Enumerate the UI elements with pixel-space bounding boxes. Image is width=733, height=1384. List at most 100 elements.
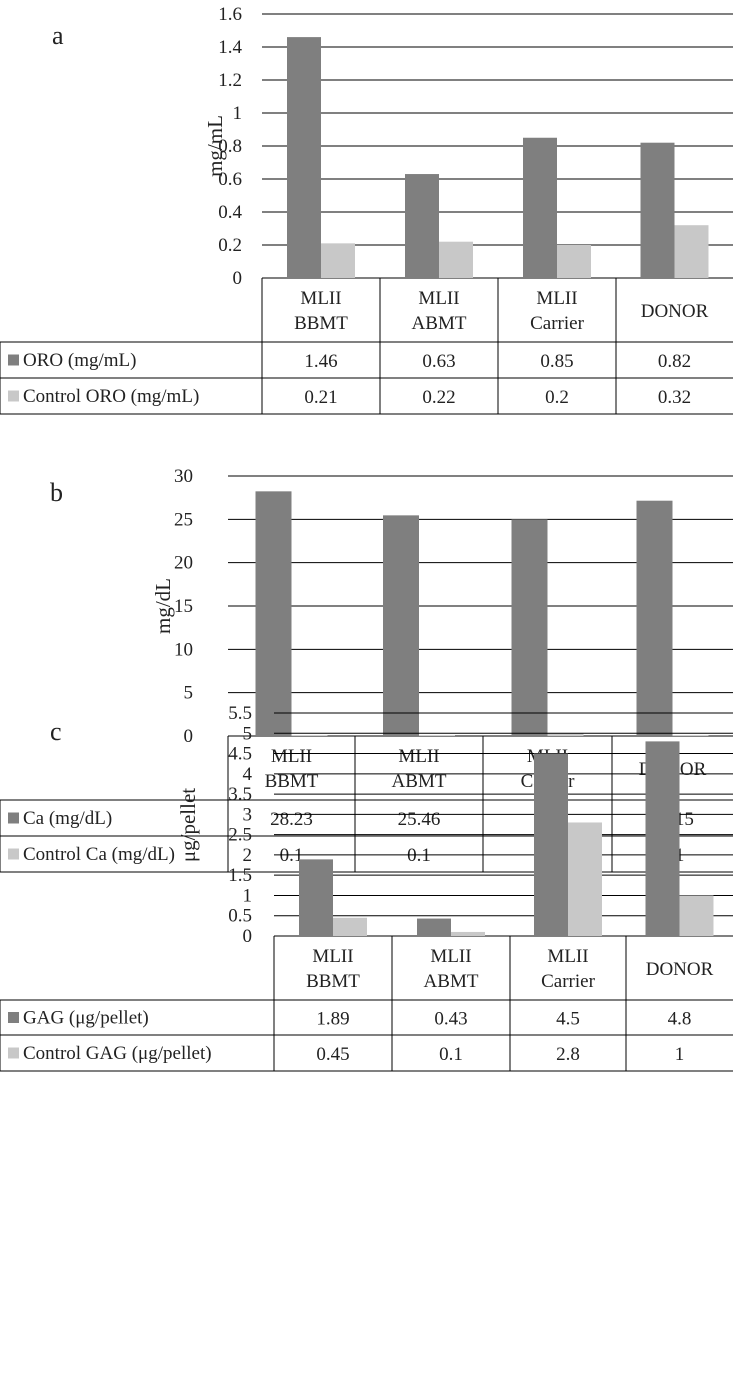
data-label: 1.89 bbox=[316, 1009, 349, 1030]
y-tick-label: 5.5 bbox=[228, 703, 252, 724]
bar-primary bbox=[511, 519, 548, 736]
series-name: Ca (mg/dL) bbox=[23, 808, 112, 829]
category-label: BBMT bbox=[265, 771, 319, 792]
bar-primary bbox=[645, 741, 680, 936]
data-label: 4.8 bbox=[668, 1009, 692, 1030]
category-label: MLII bbox=[312, 946, 353, 967]
y-tick-label: 2.5 bbox=[228, 825, 252, 846]
series-name: ORO (mg/mL) bbox=[23, 350, 136, 371]
data-label: 0.82 bbox=[658, 351, 691, 372]
bar-control bbox=[333, 917, 367, 936]
y-tick-label: 20 bbox=[174, 553, 193, 574]
bar-primary bbox=[417, 918, 451, 936]
bar-control bbox=[321, 243, 355, 278]
bar-primary bbox=[636, 500, 673, 736]
y-tick-label: 4 bbox=[243, 764, 253, 785]
bar-control bbox=[672, 735, 709, 736]
chart-panel-a: a 0 0.2 0.4 0.6 0.8 1 1.2 1.4 1.6 mg/mL MLII BBMT MLI… bbox=[0, 4, 733, 415]
data-label: 0.43 bbox=[434, 1009, 467, 1030]
data-label: 25.46 bbox=[398, 809, 441, 830]
category-label: MLII bbox=[418, 288, 459, 309]
bar-primary bbox=[383, 515, 419, 736]
y-tick-label: 4.5 bbox=[228, 744, 252, 765]
panel-letter: c bbox=[50, 717, 62, 746]
bar-control bbox=[674, 225, 709, 278]
legend-key bbox=[8, 390, 19, 402]
series-name: GAG (μg/pellet) bbox=[23, 1008, 149, 1029]
y-tick-label: 0.8 bbox=[218, 136, 242, 157]
y-tick-label: 2 bbox=[243, 845, 253, 866]
legend-key bbox=[8, 848, 19, 860]
bar-control bbox=[419, 735, 455, 736]
y-tick-label: 1 bbox=[243, 885, 253, 906]
y-tick-label: 10 bbox=[174, 639, 193, 660]
bar-control bbox=[439, 241, 473, 278]
y-tick-label: 0 bbox=[184, 726, 194, 747]
chart-panel-c: c00.511.522.533.544.555.5μg/pelletMLIIBB… bbox=[0, 703, 733, 1072]
y-tick-label: 15 bbox=[174, 596, 193, 617]
y-tick-label: 1 bbox=[233, 103, 243, 124]
y-axis-label: μg/pellet bbox=[176, 788, 200, 862]
legend-key bbox=[8, 354, 19, 366]
legend-key bbox=[8, 812, 19, 824]
bar-control bbox=[679, 895, 714, 936]
bar-primary bbox=[534, 753, 568, 936]
y-tick-label: 0.5 bbox=[228, 906, 252, 927]
bar-primary bbox=[299, 859, 333, 936]
panel-letter: b bbox=[50, 478, 63, 507]
y-axis-label: mg/dL bbox=[151, 578, 175, 634]
data-label: 1 bbox=[675, 1044, 685, 1065]
y-tick-label: 3.5 bbox=[228, 784, 252, 805]
data-label: 0.1 bbox=[439, 1044, 463, 1065]
data-label: 0.1 bbox=[407, 845, 431, 866]
y-tick-label: 30 bbox=[174, 466, 193, 487]
category-label: MLII bbox=[300, 288, 341, 309]
y-tick-label: 0.4 bbox=[218, 202, 242, 223]
data-label: 0.63 bbox=[422, 351, 455, 372]
category-label: BBMT bbox=[306, 971, 360, 992]
series-name: Control Ca (mg/dL) bbox=[23, 844, 175, 865]
bar-control bbox=[547, 733, 584, 736]
y-axis-label: mg/mL bbox=[203, 115, 227, 177]
bar-control bbox=[451, 931, 485, 936]
category-label: ABMT bbox=[392, 771, 447, 792]
y-tick-label: 25 bbox=[174, 509, 193, 530]
data-label: 0.45 bbox=[316, 1044, 349, 1065]
y-tick-label: 1.2 bbox=[218, 70, 242, 91]
bar-control bbox=[568, 822, 602, 936]
data-label: 0.2 bbox=[545, 387, 569, 408]
legend-key bbox=[8, 1012, 19, 1023]
category-label: DONOR bbox=[641, 301, 709, 322]
bar-control bbox=[291, 735, 328, 736]
category-label: MLII bbox=[398, 746, 439, 767]
y-tick-label: 5 bbox=[184, 683, 194, 704]
y-tick-label: 0 bbox=[243, 926, 253, 947]
data-label: 28.23 bbox=[270, 809, 313, 830]
bar-primary bbox=[405, 174, 439, 278]
data-label: 0.32 bbox=[658, 387, 691, 408]
bar-primary bbox=[287, 37, 321, 278]
category-label: MLII bbox=[547, 946, 588, 967]
panel-letter: a bbox=[52, 21, 64, 50]
y-tick-label: 0.6 bbox=[218, 169, 242, 190]
category-label: BBMT bbox=[294, 313, 348, 334]
category-label: MLII bbox=[536, 288, 577, 309]
category-label: Carrier bbox=[541, 971, 595, 992]
category-label: Carrier bbox=[530, 313, 584, 334]
series-name: Control GAG (μg/pellet) bbox=[23, 1043, 212, 1064]
data-label: 1.46 bbox=[304, 351, 337, 372]
chart-panel-b: b051015202530mg/dLMLIIBBMTMLIIABMTMLIICa… bbox=[0, 466, 733, 873]
y-tick-label: 1.4 bbox=[218, 37, 242, 58]
data-label: 0.85 bbox=[540, 351, 573, 372]
bar-primary bbox=[255, 491, 292, 736]
y-tick-label: 3 bbox=[243, 804, 253, 825]
data-label: 0.1 bbox=[280, 845, 304, 866]
y-tick-label: 5 bbox=[243, 723, 253, 744]
bar-control bbox=[557, 245, 591, 278]
data-label: 0.21 bbox=[304, 387, 337, 408]
y-tick-label: 1.6 bbox=[218, 4, 242, 25]
data-label: 4.5 bbox=[556, 1009, 580, 1030]
y-tick-label: 0.2 bbox=[218, 235, 242, 256]
bar-primary bbox=[523, 137, 557, 278]
